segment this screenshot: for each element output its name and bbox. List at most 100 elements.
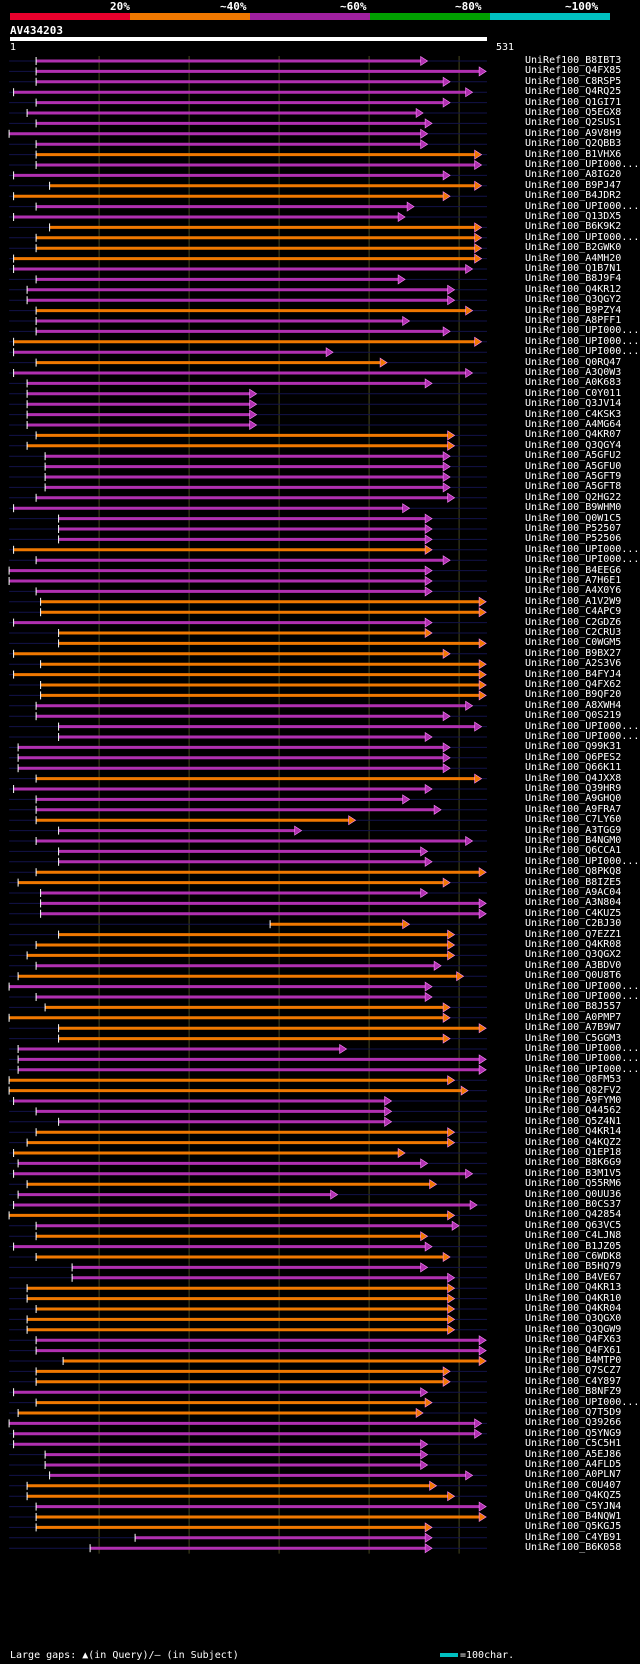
hit-label[interactable]: UniRef100_Q0RQ47 [525, 356, 622, 368]
hit-label[interactable]: UniRef100_B4FYJ4 [525, 668, 622, 680]
hit-label[interactable]: UniRef100_Q44562 [525, 1105, 622, 1117]
hit-label[interactable]: UniRef100_C0U407 [525, 1479, 622, 1491]
hit-label[interactable]: UniRef100_Q8FM53 [525, 1074, 622, 1086]
hit-label[interactable]: UniRef100_C4LJN8 [525, 1230, 622, 1242]
hit-label[interactable]: UniRef100_Q1EP18 [525, 1147, 622, 1158]
hit-label[interactable]: UniRef100_C7LY60 [525, 814, 622, 826]
hit-label[interactable]: UniRef100_B8IZE5 [525, 876, 622, 888]
hit-label[interactable]: UniRef100_Q0UU36 [525, 1188, 622, 1200]
hit-label[interactable]: UniRef100_C2CRU3 [525, 627, 622, 638]
hit-label[interactable]: UniRef100_B6K9K2 [525, 221, 622, 233]
hit-label[interactable]: UniRef100_A4X0Y6 [525, 585, 622, 597]
hit-label[interactable]: UniRef100_UPI000... [525, 335, 640, 347]
hit-label[interactable]: UniRef100_Q3QGY2 [525, 294, 622, 306]
hit-label[interactable]: UniRef100_UPI000... [525, 1396, 640, 1408]
hit-label[interactable]: UniRef100_B4NGM0 [525, 835, 622, 846]
hit-label[interactable]: UniRef100_Q4KR10 [525, 1292, 622, 1304]
hit-label[interactable]: UniRef100_Q1GI71 [525, 96, 622, 108]
hit-label[interactable]: UniRef100_B4VE67 [525, 1271, 622, 1283]
hit-label[interactable]: UniRef100_C5GGM3 [525, 1032, 622, 1044]
hit-label[interactable]: UniRef100_A8PFF1 [525, 315, 622, 326]
hit-label[interactable]: UniRef100_Q4FX61 [525, 1344, 622, 1356]
hit-label[interactable]: UniRef100_B4EEG6 [525, 564, 622, 576]
hit-label[interactable]: UniRef100_Q0S219 [525, 710, 622, 722]
hit-label[interactable]: UniRef100_B6K058 [525, 1542, 622, 1554]
hit-label[interactable]: UniRef100_C6WDK8 [525, 1251, 622, 1262]
hit-label[interactable]: UniRef100_Q55RM6 [525, 1178, 622, 1190]
hit-label[interactable]: UniRef100_A0PMP7 [525, 1011, 622, 1023]
hit-label[interactable]: UniRef100_Q0W1C5 [525, 512, 622, 524]
hit-label[interactable]: UniRef100_Q4FX63 [525, 1334, 622, 1346]
hit-label[interactable]: UniRef100_C4KSK3 [525, 408, 622, 420]
hit-label[interactable]: UniRef100_UPI000... [525, 855, 640, 867]
hit-label[interactable]: UniRef100_A9GHQ0 [525, 793, 622, 805]
hit-label[interactable]: UniRef100_A8IG20 [525, 169, 622, 181]
hit-label[interactable]: UniRef100_UPI000... [525, 1053, 640, 1065]
hit-label[interactable]: UniRef100_UPI000... [525, 980, 640, 992]
hit-label[interactable]: UniRef100_Q4FX62 [525, 679, 622, 690]
hit-label[interactable]: UniRef100_Q42854 [525, 1209, 622, 1221]
hit-label[interactable]: UniRef100_A9AC04 [525, 887, 622, 898]
hit-label[interactable]: UniRef100_Q4KR12 [525, 283, 622, 295]
hit-label[interactable]: UniRef100_A5GFU2 [525, 450, 622, 462]
hit-label[interactable]: UniRef100_C4KUZ5 [525, 907, 622, 919]
hit-label[interactable]: UniRef100_C0Y011 [525, 387, 622, 399]
hit-label[interactable]: UniRef100_A9V8H9 [525, 127, 622, 139]
hit-label[interactable]: UniRef100_B4JDR2 [525, 190, 622, 202]
hit-label[interactable]: UniRef100_UPI000... [525, 731, 640, 742]
hit-label[interactable]: UniRef100_P52506 [525, 533, 622, 545]
hit-label[interactable]: UniRef100_Q66K11 [525, 762, 622, 774]
hit-label[interactable]: UniRef100_Q4KQZ5 [525, 1490, 622, 1502]
hit-label[interactable]: UniRef100_Q4KQZ2 [525, 1136, 622, 1148]
hit-label[interactable]: UniRef100_Q7SCZ7 [525, 1365, 622, 1377]
hit-label[interactable]: UniRef100_UPI000... [525, 1063, 640, 1075]
hit-label[interactable]: UniRef100_UPI000... [525, 325, 640, 337]
hit-label[interactable]: UniRef100_B8K6G9 [525, 1157, 622, 1169]
hit-label[interactable]: UniRef100_A9FRA7 [525, 803, 622, 815]
hit-label[interactable]: UniRef100_Q3QGX0 [525, 1313, 622, 1325]
hit-label[interactable]: UniRef100_B8IBT3 [525, 55, 622, 66]
hit-label[interactable]: UniRef100_A3BDV0 [525, 959, 622, 971]
hit-label[interactable]: UniRef100_Q7EZZ1 [525, 928, 622, 940]
hit-label[interactable]: UniRef100_B9WHM0 [525, 502, 622, 514]
hit-label[interactable]: UniRef100_UPI000... [525, 159, 640, 170]
hit-label[interactable]: UniRef100_Q3QGW9 [525, 1323, 622, 1335]
hit-label[interactable]: UniRef100_A2S3V6 [525, 658, 622, 670]
hit-label[interactable]: UniRef100_Q2SUS1 [525, 117, 622, 129]
hit-label[interactable]: UniRef100_A3TGG9 [525, 824, 622, 836]
hit-label[interactable]: UniRef100_B2GWK0 [525, 242, 622, 254]
hit-label[interactable]: UniRef100_Q0U8T6 [525, 970, 622, 982]
hit-label[interactable]: UniRef100_Q99K31 [525, 741, 622, 753]
hit-label[interactable]: UniRef100_Q4KR08 [525, 939, 622, 950]
hit-label[interactable]: UniRef100_UPI000... [525, 346, 640, 358]
hit-label[interactable]: UniRef100_Q2QBB3 [525, 138, 622, 150]
hit-label[interactable]: UniRef100_UPI000... [525, 200, 640, 212]
hit-label[interactable]: UniRef100_Q5KGJ5 [525, 1521, 622, 1533]
hit-label[interactable]: UniRef100_Q3JV14 [525, 398, 622, 410]
hit-label[interactable]: UniRef100_Q4KR14 [525, 1126, 622, 1138]
hit-label[interactable]: UniRef100_C0WGM5 [525, 637, 622, 649]
hit-label[interactable]: UniRef100_B8J557 [525, 1001, 622, 1013]
hit-label[interactable]: UniRef100_UPI000... [525, 1043, 640, 1054]
hit-label[interactable]: UniRef100_Q39HR9 [525, 783, 622, 794]
hit-label[interactable]: UniRef100_Q5EGX8 [525, 107, 622, 118]
hit-label[interactable]: UniRef100_B3M1V5 [525, 1167, 622, 1179]
hit-label[interactable]: UniRef100_C4YB91 [525, 1531, 622, 1543]
hit-label[interactable]: UniRef100_Q2HG22 [525, 491, 622, 503]
hit-label[interactable]: UniRef100_B1VHX6 [525, 148, 622, 160]
hit-label[interactable]: UniRef100_A4MG64 [525, 419, 622, 430]
hit-label[interactable]: UniRef100_Q7T5D9 [525, 1407, 622, 1418]
hit-label[interactable]: UniRef100_A4MH20 [525, 252, 622, 264]
hit-label[interactable]: UniRef100_A9FYM0 [525, 1095, 622, 1106]
hit-label[interactable]: UniRef100_B4NQW1 [525, 1511, 622, 1522]
hit-label[interactable]: UniRef100_C4Y897 [525, 1375, 622, 1387]
hit-label[interactable]: UniRef100_A3N804 [525, 897, 622, 909]
hit-label[interactable]: UniRef100_Q4RQ25 [525, 86, 622, 98]
hit-label[interactable]: UniRef100_Q5YNG9 [525, 1427, 622, 1439]
hit-label[interactable]: UniRef100_C2BJ30 [525, 918, 622, 930]
hit-label[interactable]: UniRef100_B1JZ05 [525, 1240, 622, 1252]
hit-label[interactable]: UniRef100_A5GFT9 [525, 471, 622, 482]
hit-label[interactable]: UniRef100_A7H6E1 [525, 575, 622, 586]
hit-label[interactable]: UniRef100_C5YJN4 [525, 1500, 622, 1512]
hit-label[interactable]: UniRef100_B9PZY4 [525, 304, 622, 316]
